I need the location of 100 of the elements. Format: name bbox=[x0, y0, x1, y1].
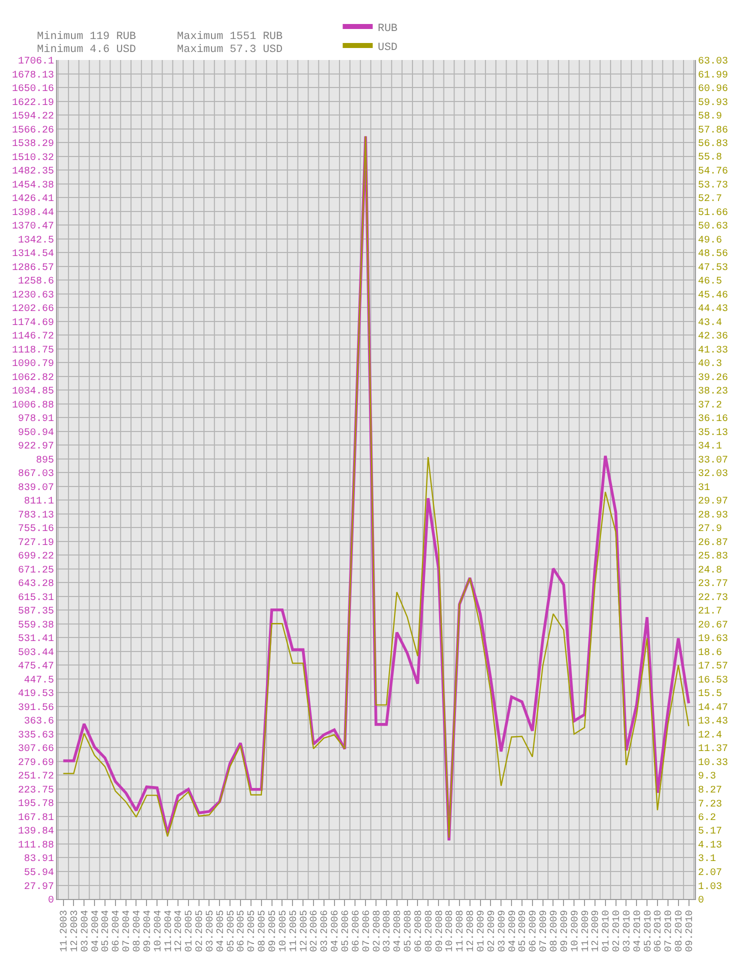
y-tick-label: 950.94 bbox=[18, 428, 54, 439]
x-tick-label: 10.2008 bbox=[445, 910, 456, 952]
y-tick-label: 447.5 bbox=[24, 675, 54, 686]
x-tick-label: 06.2004 bbox=[112, 910, 123, 952]
y-tick-label: 1594.22 bbox=[12, 112, 54, 123]
x-tick-label: 07.2006 bbox=[362, 910, 373, 952]
y2-tick-label: 49.6 bbox=[698, 235, 722, 246]
x-tick-label: 08.2008 bbox=[424, 910, 436, 952]
y-tick-label: 1090.79 bbox=[12, 359, 54, 370]
x-tick-label: 07.2009 bbox=[539, 910, 550, 952]
y-tick-label: 1258.6 bbox=[18, 276, 54, 288]
y2-tick-label: 14.47 bbox=[698, 702, 728, 714]
y-tick-label: 475.47 bbox=[18, 662, 54, 673]
y-tick-label: 699.22 bbox=[18, 552, 54, 563]
x-tick-label: 06.2008 bbox=[414, 910, 425, 952]
x-tick-label: 12.2003 bbox=[70, 910, 81, 952]
y2-tick-label: 28.93 bbox=[698, 510, 728, 522]
x-tick-label: 09.2004 bbox=[142, 910, 154, 952]
x-tick-label: 11.2008 bbox=[456, 910, 467, 952]
y2-tick-label: 8.27 bbox=[698, 785, 722, 796]
y2-tick-label: 37.2 bbox=[698, 400, 722, 412]
y2-tick-label: 55.8 bbox=[698, 152, 722, 164]
y2-tick-label: 19.63 bbox=[698, 634, 728, 646]
x-tick-label: 01.2009 bbox=[476, 910, 488, 952]
y2-tick-label: 63.03 bbox=[698, 56, 728, 68]
y2-tick-label: 40.3 bbox=[698, 359, 722, 370]
x-tick-label: 02.2008 bbox=[372, 910, 384, 952]
x-tick-label: 10.2009 bbox=[570, 910, 582, 952]
y2-tick-label: 42.36 bbox=[698, 332, 728, 343]
y2-tick-label: 25.83 bbox=[698, 552, 728, 563]
y2-tick-label: 15.5 bbox=[698, 689, 722, 700]
x-tick-label: 06.2005 bbox=[236, 910, 248, 952]
y2-tick-label: 26.87 bbox=[698, 538, 728, 549]
y-tick-label: 671.25 bbox=[18, 565, 54, 576]
y2-tick-label: 10.33 bbox=[698, 758, 728, 769]
y2-tick-label: 20.67 bbox=[698, 620, 728, 632]
y-tick-label: 1398.44 bbox=[12, 208, 54, 219]
x-tick-label: 05.2005 bbox=[226, 910, 238, 952]
y-tick-label: 419.53 bbox=[18, 689, 54, 700]
y2-tick-label: 39.26 bbox=[698, 372, 728, 384]
x-tick-label: 03.2004 bbox=[80, 910, 92, 952]
x-tick-label: 05.2006 bbox=[340, 910, 352, 952]
y-tick-label: 1174.69 bbox=[12, 318, 54, 329]
y-tick-label: 1510.32 bbox=[12, 152, 54, 164]
x-tick-label: 10.2005 bbox=[278, 910, 290, 952]
y-tick-label: 755.16 bbox=[18, 524, 54, 536]
x-tick-label: 11.2005 bbox=[288, 910, 300, 952]
x-tick-label: 07.2005 bbox=[247, 910, 258, 952]
y2-tick-label: 54.76 bbox=[698, 166, 728, 178]
x-tick-label: 08.2004 bbox=[132, 910, 144, 952]
y2-tick-label: 5.17 bbox=[698, 826, 722, 838]
x-tick-label: 09.2005 bbox=[268, 910, 279, 952]
y2-tick-label: 9.3 bbox=[698, 772, 716, 783]
x-tick-label: 04.2006 bbox=[330, 910, 342, 952]
x-tick-label: 05.2004 bbox=[101, 910, 112, 952]
y-tick-label: 0 bbox=[48, 896, 54, 906]
x-tick-label: 12.2004 bbox=[174, 910, 186, 952]
y-tick-label: 195.78 bbox=[18, 799, 54, 810]
x-tick-label: 12.2005 bbox=[299, 910, 310, 952]
y-tick-label: 1230.63 bbox=[12, 290, 54, 302]
y-tick-label: 1286.57 bbox=[12, 262, 54, 274]
y-tick-label: 895 bbox=[36, 455, 54, 466]
y-tick-label: 1006.88 bbox=[12, 400, 54, 412]
x-tick-label: 06.2006 bbox=[351, 910, 362, 952]
y2-tick-label: 31 bbox=[698, 482, 710, 494]
y-tick-label: 111.88 bbox=[18, 840, 54, 852]
y2-tick-label: 36.16 bbox=[698, 414, 728, 426]
y2-tick-label: 47.53 bbox=[698, 262, 728, 274]
x-tick-label: 05.2008 bbox=[404, 910, 415, 952]
y-tick-label: 615.31 bbox=[18, 592, 54, 604]
x-tick-label: 02.2005 bbox=[195, 910, 206, 952]
y2-tick-label: 16.53 bbox=[698, 675, 728, 686]
y-tick-label: 1118.75 bbox=[12, 345, 54, 356]
x-tick-label: 06.2010 bbox=[654, 910, 665, 952]
text: Maximum 57.3 USD bbox=[177, 44, 284, 56]
y2-tick-label: 27.9 bbox=[698, 524, 722, 536]
y-tick-label: 559.38 bbox=[18, 620, 54, 632]
y2-tick-label: 56.83 bbox=[698, 139, 728, 150]
y-tick-label: 811.1 bbox=[24, 496, 54, 508]
y2-tick-label: 58.9 bbox=[698, 111, 722, 122]
y2-tick-label: 60.96 bbox=[698, 84, 728, 96]
x-tick-label: 07.2010 bbox=[664, 910, 676, 952]
y2-tick-label: 11.37 bbox=[698, 744, 728, 756]
y2-tick-label: 41.33 bbox=[698, 345, 728, 356]
y2-tick-label: 57.86 bbox=[698, 125, 728, 136]
x-tick-label: 11.2003 bbox=[60, 910, 70, 952]
y-tick-label: 587.35 bbox=[18, 606, 54, 618]
text: Minimum 119 RUB bbox=[37, 31, 136, 43]
x-tick-label: 02.2006 bbox=[310, 910, 321, 952]
y-tick-label: 279.69 bbox=[18, 758, 54, 769]
y-tick-label: 363.6 bbox=[24, 716, 54, 728]
text: Minimum 4.6 USD bbox=[37, 44, 136, 56]
x-tick-label: 12.2008 bbox=[466, 910, 478, 952]
y2-tick-label: 43.4 bbox=[698, 318, 722, 329]
y-tick-label: 1566.26 bbox=[12, 125, 54, 136]
y2-tick-label: 22.73 bbox=[698, 592, 728, 604]
y-tick-label: 1706.1 bbox=[18, 56, 54, 68]
legend-label: USD bbox=[378, 42, 398, 54]
y-tick-label: 55.94 bbox=[24, 868, 54, 879]
x-tick-label: 04.2008 bbox=[393, 910, 404, 952]
